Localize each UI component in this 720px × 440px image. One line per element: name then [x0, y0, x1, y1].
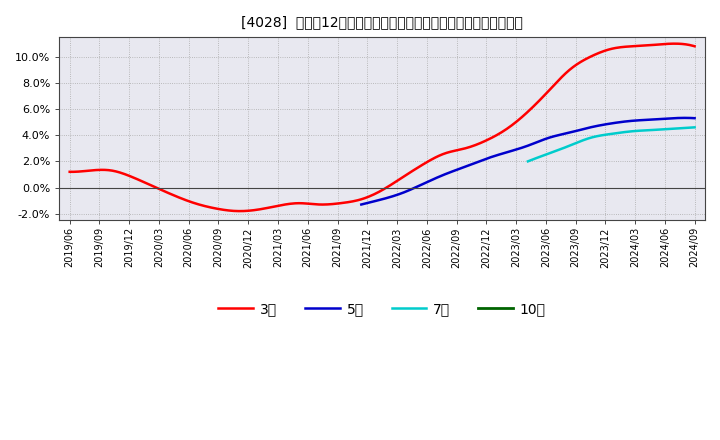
7年: [604, 132, 613, 137]
3年: [678, 41, 686, 47]
7年: [690, 125, 699, 130]
5年: [555, 132, 564, 138]
3年: [438, 151, 447, 157]
5年: [690, 116, 699, 121]
Line: 3年: 3年: [70, 44, 695, 211]
3年: [405, 170, 413, 176]
3年: [670, 41, 679, 46]
5年: [537, 138, 546, 143]
7年: [686, 125, 695, 130]
3年: [235, 209, 244, 214]
7年: [523, 159, 532, 164]
5年: [517, 145, 526, 150]
7年: [623, 129, 631, 135]
3年: [579, 58, 588, 63]
Line: 7年: 7年: [528, 127, 695, 161]
Line: 5年: 5年: [361, 118, 695, 205]
3年: [66, 169, 74, 174]
7年: [660, 127, 669, 132]
7年: [613, 130, 622, 136]
Title: [4028]  売上高12か月移動合計の対前年同期増減率の平均値の推移: [4028] 売上高12か月移動合計の対前年同期増減率の平均値の推移: [241, 15, 523, 29]
3年: [690, 44, 699, 49]
3年: [367, 193, 376, 198]
5年: [683, 115, 691, 121]
3年: [364, 194, 372, 200]
5年: [630, 118, 639, 123]
5年: [681, 115, 690, 121]
Legend: 3年, 5年, 7年, 10年: 3年, 5年, 7年, 10年: [213, 297, 552, 322]
5年: [516, 146, 524, 151]
5年: [357, 202, 366, 207]
7年: [603, 132, 611, 137]
